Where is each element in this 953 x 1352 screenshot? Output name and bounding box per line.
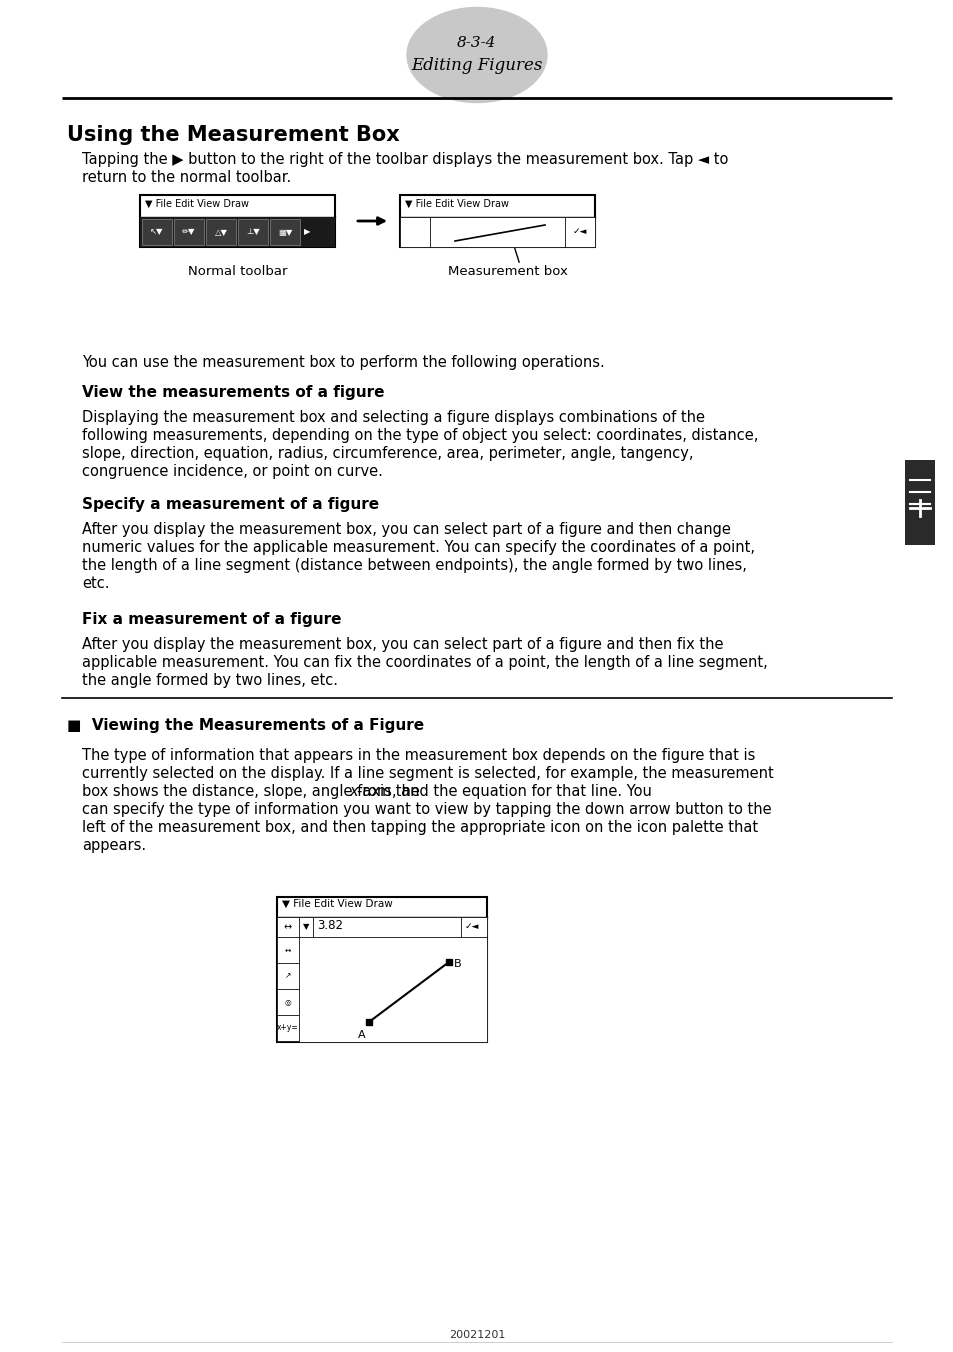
Bar <box>564 218 595 247</box>
Text: A: A <box>358 1030 366 1040</box>
Text: 8-3-4: 8-3-4 <box>456 37 497 50</box>
Text: 20021201: 20021201 <box>448 1330 505 1340</box>
Text: ↖▼: ↖▼ <box>150 227 164 237</box>
Text: following measurements, depending on the type of object you select: coordinates,: following measurements, depending on the… <box>82 429 758 443</box>
Text: the angle formed by two lines, etc.: the angle formed by two lines, etc. <box>82 673 337 688</box>
Text: B: B <box>454 959 461 969</box>
Text: ▦▼: ▦▼ <box>277 227 292 237</box>
Bar <box>276 917 298 937</box>
Bar <box>173 219 204 245</box>
Text: ↗: ↗ <box>285 972 291 980</box>
Text: 3.82: 3.82 <box>316 919 343 932</box>
Bar <box>298 917 313 937</box>
Bar <box>313 917 460 937</box>
Text: Specify a measurement of a figure: Specify a measurement of a figure <box>82 498 378 512</box>
Text: ▶: ▶ <box>303 227 310 237</box>
Text: the length of a line segment (distance between endpoints), the angle formed by t: the length of a line segment (distance b… <box>82 558 746 573</box>
Ellipse shape <box>407 8 546 103</box>
Bar <box>399 218 430 247</box>
Text: View the measurements of a figure: View the measurements of a figure <box>82 385 384 400</box>
Text: congruence incidence, or point on curve.: congruence incidence, or point on curve. <box>82 464 382 479</box>
Text: ↔: ↔ <box>285 945 291 955</box>
Bar <box>430 218 564 247</box>
Text: ▼: ▼ <box>302 922 309 932</box>
Text: x+y=: x+y= <box>276 1023 298 1033</box>
Text: applicable measurement. You can fix the coordinates of a point, the length of a : applicable measurement. You can fix the … <box>82 654 767 671</box>
Bar <box>276 963 298 990</box>
Text: ▼ File Edit View Draw: ▼ File Edit View Draw <box>282 899 393 909</box>
Text: appears.: appears. <box>82 838 146 853</box>
Bar <box>206 219 235 245</box>
Text: ↔: ↔ <box>284 922 292 932</box>
Bar <box>276 937 298 963</box>
Text: Displaying the measurement box and selecting a figure displays combinations of t: Displaying the measurement box and selec… <box>82 410 704 425</box>
Bar <box>276 896 486 1042</box>
Text: ◎: ◎ <box>284 998 291 1006</box>
Text: etc.: etc. <box>82 576 110 591</box>
Text: currently selected on the display. If a line segment is selected, for example, t: currently selected on the display. If a … <box>82 767 773 781</box>
Text: return to the normal toolbar.: return to the normal toolbar. <box>82 170 291 185</box>
Text: △▼: △▼ <box>214 227 227 237</box>
Bar <box>140 195 335 247</box>
Bar <box>237 219 268 245</box>
Text: left of the measurement box, and then tapping the appropriate icon on the icon p: left of the measurement box, and then ta… <box>82 821 758 836</box>
Bar <box>270 219 299 245</box>
Bar <box>276 990 298 1015</box>
Text: ■  Viewing the Measurements of a Figure: ■ Viewing the Measurements of a Figure <box>67 718 424 733</box>
Bar <box>460 917 486 937</box>
Text: ✏▼: ✏▼ <box>182 227 195 237</box>
Text: numeric values for the applicable measurement. You can specify the coordinates o: numeric values for the applicable measur… <box>82 539 754 556</box>
Bar <box>142 219 172 245</box>
Text: Using the Measurement Box: Using the Measurement Box <box>67 124 399 145</box>
Bar <box>298 937 486 1042</box>
Bar <box>904 460 934 545</box>
Text: Fix a measurement of a figure: Fix a measurement of a figure <box>82 612 341 627</box>
Text: After you display the measurement box, you can select part of a figure and then : After you display the measurement box, y… <box>82 522 730 537</box>
Text: Normal toolbar: Normal toolbar <box>188 265 287 279</box>
Text: box shows the distance, slope, angle from the: box shows the distance, slope, angle fro… <box>82 784 424 799</box>
Text: Tapping the ▶ button to the right of the toolbar displays the measurement box. T: Tapping the ▶ button to the right of the… <box>82 151 727 168</box>
Text: ✓◄: ✓◄ <box>464 922 478 932</box>
Bar <box>399 195 595 247</box>
Text: The type of information that appears in the measurement box depends on the figur: The type of information that appears in … <box>82 748 755 763</box>
Text: -axis, and the equation for that line. You: -axis, and the equation for that line. Y… <box>356 784 651 799</box>
Text: ▼ File Edit View Draw: ▼ File Edit View Draw <box>405 199 509 210</box>
Text: You can use the measurement box to perform the following operations.: You can use the measurement box to perfo… <box>82 356 604 370</box>
Bar <box>140 218 335 247</box>
Text: ⊥▼: ⊥▼ <box>246 227 259 237</box>
Text: slope, direction, equation, radius, circumference, area, perimeter, angle, tange: slope, direction, equation, radius, circ… <box>82 446 693 461</box>
Text: x: x <box>350 784 358 799</box>
Text: ✓◄: ✓◄ <box>573 227 587 237</box>
Text: Editing Figures: Editing Figures <box>411 57 542 73</box>
Text: can specify the type of information you want to view by tapping the down arrow b: can specify the type of information you … <box>82 802 771 817</box>
Text: Measurement box: Measurement box <box>447 265 567 279</box>
Text: After you display the measurement box, you can select part of a figure and then : After you display the measurement box, y… <box>82 637 722 652</box>
Text: ▼ File Edit View Draw: ▼ File Edit View Draw <box>145 199 249 210</box>
Bar <box>276 1015 298 1041</box>
